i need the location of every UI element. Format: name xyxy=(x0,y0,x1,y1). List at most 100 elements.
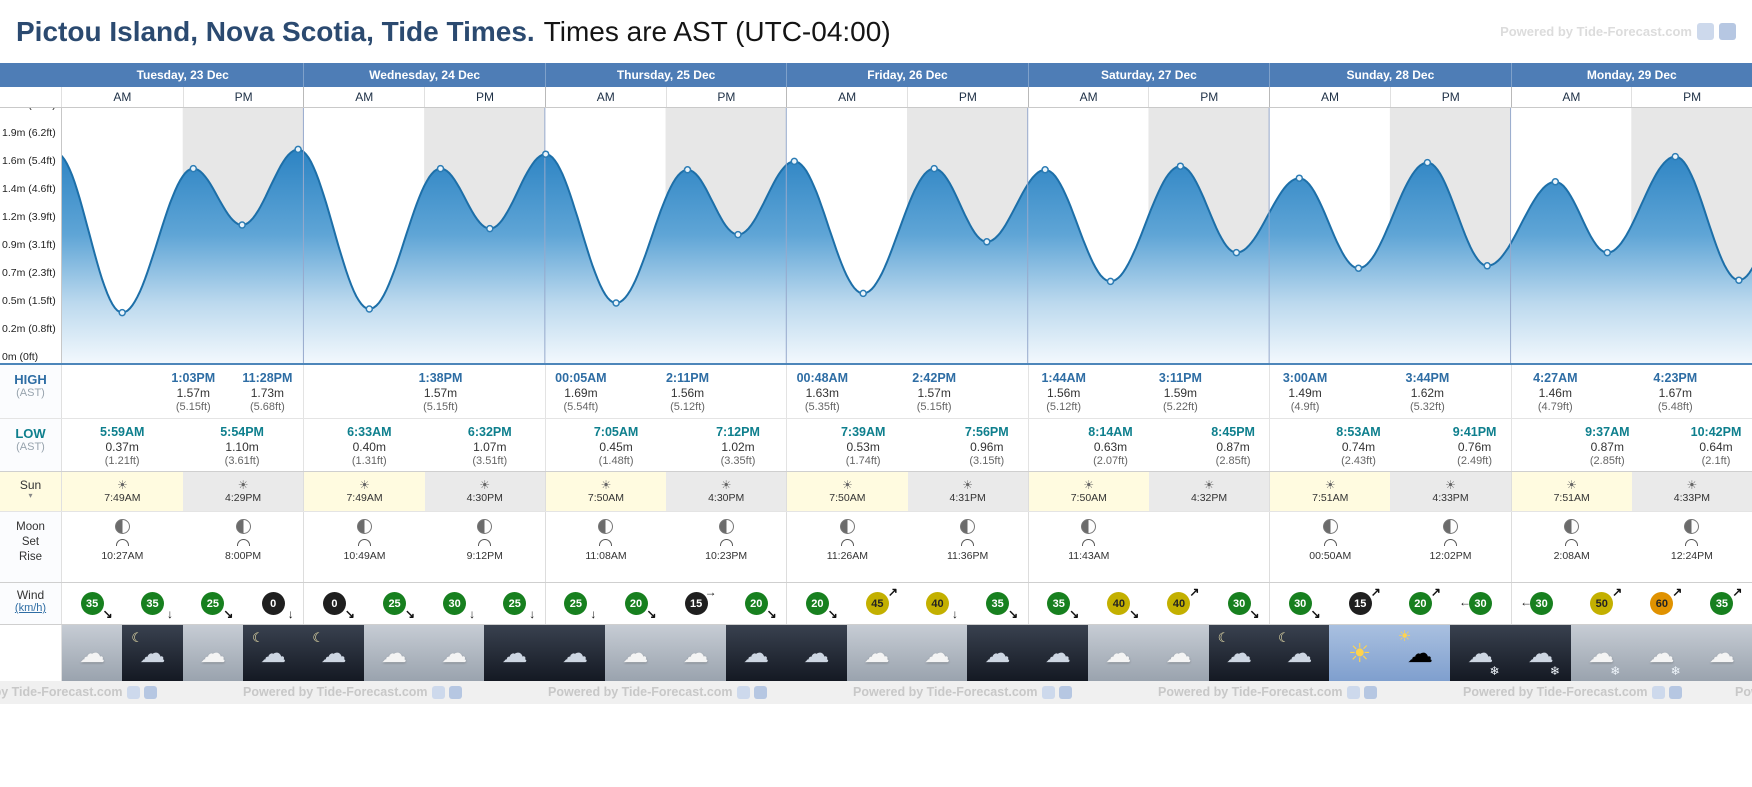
low-tide-height-ft: (2.85ft) xyxy=(1215,454,1251,467)
high-tide-entry: 4:27AM 1.46m (4.79ft) xyxy=(1533,371,1577,414)
half-label-pm: PM xyxy=(424,87,545,107)
moon-phase-icon xyxy=(960,519,976,534)
moon-phase-icon xyxy=(839,519,855,534)
sunrise-icon: ☀ xyxy=(1566,478,1578,492)
powered-by-link[interactable]: Powered by Tide-Forecast.com xyxy=(1158,685,1377,699)
share-icon[interactable] xyxy=(143,685,157,699)
low-tide-entry: 9:37AM 0.87m (2.85ft) xyxy=(1585,425,1629,468)
low-tide-time: 5:59AM xyxy=(99,425,145,439)
high-tide-entry: 1:03PM 1.57m (5.15ft) xyxy=(171,371,215,414)
share-icon[interactable] xyxy=(753,685,767,699)
day-header: Friday, 26 Dec xyxy=(786,63,1027,87)
low-tide-height-m: 0.45m xyxy=(599,440,633,455)
page-header: Pictou Island, Nova Scotia, Tide Times. T… xyxy=(0,0,1752,63)
translate-icon[interactable] xyxy=(1346,685,1360,699)
wind-direction-arrow-icon: ↘ xyxy=(405,607,416,621)
moon-am-cell: 10:27AM xyxy=(62,512,183,582)
high-tide-marker xyxy=(930,164,938,173)
cloud-icon: ☁ xyxy=(79,638,106,668)
share-icon[interactable] xyxy=(1668,685,1682,699)
weather-tile: ☁ ❄ xyxy=(1450,625,1511,681)
high-tide-height-m: 1.57m xyxy=(917,386,951,401)
moon-pm-cell: 9:12PM xyxy=(425,512,545,582)
share-icon[interactable] xyxy=(1363,685,1377,699)
moon-am-cell: 11:43AM xyxy=(1029,512,1149,582)
weather-tile: ☁ xyxy=(182,625,244,681)
sunset-icon: ☀ xyxy=(1203,478,1215,492)
wind-direction-arrow-icon: ↗ xyxy=(1430,585,1441,599)
translate-icon[interactable] xyxy=(736,685,750,699)
high-tide-height-ft: (5.68ft) xyxy=(249,400,285,413)
sun-day-cell: ☀ 7:49AM ☀ 4:30PM xyxy=(303,472,545,511)
low-tide-height-m: 0.87m xyxy=(1590,440,1624,455)
wind-direction-arrow-icon: ↘ xyxy=(1008,607,1019,621)
ampm-cells: AM PM AM PM AM PM AM PM AM PM AM PM AM PM xyxy=(62,87,1752,107)
wind-direction-arrow-icon: ↗ xyxy=(1612,585,1623,599)
day-header: Monday, 29 Dec xyxy=(1510,63,1752,87)
wind-direction-arrow-icon: → xyxy=(704,585,717,599)
sun-row-expand-icon[interactable]: ▾ xyxy=(28,491,33,500)
powered-by-link[interactable]: Powered by Tide-Forecast.com xyxy=(0,685,157,699)
wind-speed-badge: 15 → xyxy=(684,586,717,615)
translate-icon[interactable] xyxy=(431,685,445,699)
wind-direction-arrow-icon: ↓ xyxy=(167,607,174,621)
high-tide-time: 1:44AM xyxy=(1041,371,1086,385)
cloud-icon: ☁ xyxy=(682,638,709,668)
wind-slot: 15 → xyxy=(666,583,726,624)
sunrise-time: 7:50AM xyxy=(1070,492,1107,504)
moon-day-cell: 11:26AM 11:36PM xyxy=(786,512,1027,582)
sunrise-time: 7:49AM xyxy=(346,492,383,504)
wind-day-cell: 25 ↓ 20 ↘ 15 → 20 ↘ xyxy=(544,583,786,624)
y-axis-label: 0.7m (2.3ft) xyxy=(2,267,56,279)
wind-label: Wind xyxy=(16,588,45,602)
sunrise-icon: ☀ xyxy=(1083,478,1095,492)
wind-speed-badge: 45 ↗ xyxy=(865,586,898,615)
wind-slot: 30 ← xyxy=(1450,583,1510,624)
weather-day-cell: ☁ ☁ ☁ ☁ xyxy=(544,625,787,681)
share-icon[interactable] xyxy=(448,685,462,699)
wind-speed-badge: 20 ↗ xyxy=(1408,586,1441,615)
weather-tile: ☀ xyxy=(1329,625,1390,681)
high-tide-height-ft: (5.15ft) xyxy=(916,400,952,413)
half-label-am: AM xyxy=(113,90,132,104)
share-icon[interactable] xyxy=(1719,23,1736,40)
moon-icon: ☾ xyxy=(1217,630,1230,645)
powered-by-text: Powered by Tide-Forecast.com xyxy=(548,685,733,699)
wind-units-link[interactable]: (km/h) xyxy=(14,602,47,614)
cloud-icon: ☁ xyxy=(320,638,347,668)
low-tide-height-m: 0.74m xyxy=(1341,440,1376,455)
wind-speed-badge: 25 ↘ xyxy=(201,592,233,620)
translate-icon[interactable] xyxy=(126,685,140,699)
translate-icon[interactable] xyxy=(1651,685,1665,699)
moonrise-arc-icon xyxy=(1565,539,1579,546)
half-label-pm: PM xyxy=(907,87,1028,107)
moon-pm-cell: 10:23PM xyxy=(666,512,786,582)
moon-pm-cell xyxy=(1149,512,1269,582)
moon-row-label: Moon Set Rise xyxy=(0,512,62,582)
translate-icon[interactable] xyxy=(1041,685,1055,699)
tide-times-page: Pictou Island, Nova Scotia, Tide Times. T… xyxy=(0,0,1752,704)
low-tide-height-ft: (1.74ft) xyxy=(845,454,881,467)
low-tide-time: 8:14AM xyxy=(1088,425,1133,439)
moon-phase-icon xyxy=(235,519,251,534)
wind-direction-arrow-icon: ← xyxy=(1459,595,1471,609)
powered-by-link[interactable]: Powered by Tide-Forecast.com xyxy=(243,685,462,699)
moon-day-cell: 10:49AM 9:12PM xyxy=(303,512,544,582)
wind-speed-badge: 30 ↘ xyxy=(1227,592,1260,620)
powered-by-link[interactable]: Powered by Tide-Forecast.com xyxy=(1500,23,1736,40)
powered-by-link[interactable]: Powered by Tide-Forecast.com xyxy=(853,685,1072,699)
sunrise-time: 7:51AM xyxy=(1553,492,1590,504)
high-tide-time: 2:42PM xyxy=(912,371,957,385)
wind-speed-badge: 30 ↘ xyxy=(1288,592,1321,620)
powered-by-link[interactable]: Powered by Tide-Forecast.com xyxy=(1735,685,1752,699)
powered-by-link[interactable]: Powered by Tide-Forecast.com xyxy=(548,685,767,699)
moonset-time: 11:08AM xyxy=(585,550,627,562)
cloud-icon: ☁ xyxy=(199,638,226,668)
translate-icon[interactable] xyxy=(1697,23,1714,40)
high-tide-time: 4:23PM xyxy=(1653,371,1698,385)
powered-by-link[interactable]: Powered by Tide-Forecast.com xyxy=(1463,685,1682,699)
share-icon[interactable] xyxy=(1058,685,1072,699)
wind-speed-badge: 40 ↓ xyxy=(926,592,958,620)
sunset-time: 4:31PM xyxy=(949,492,986,504)
sun-day-cell: ☀ 7:50AM ☀ 4:32PM xyxy=(1027,472,1270,511)
